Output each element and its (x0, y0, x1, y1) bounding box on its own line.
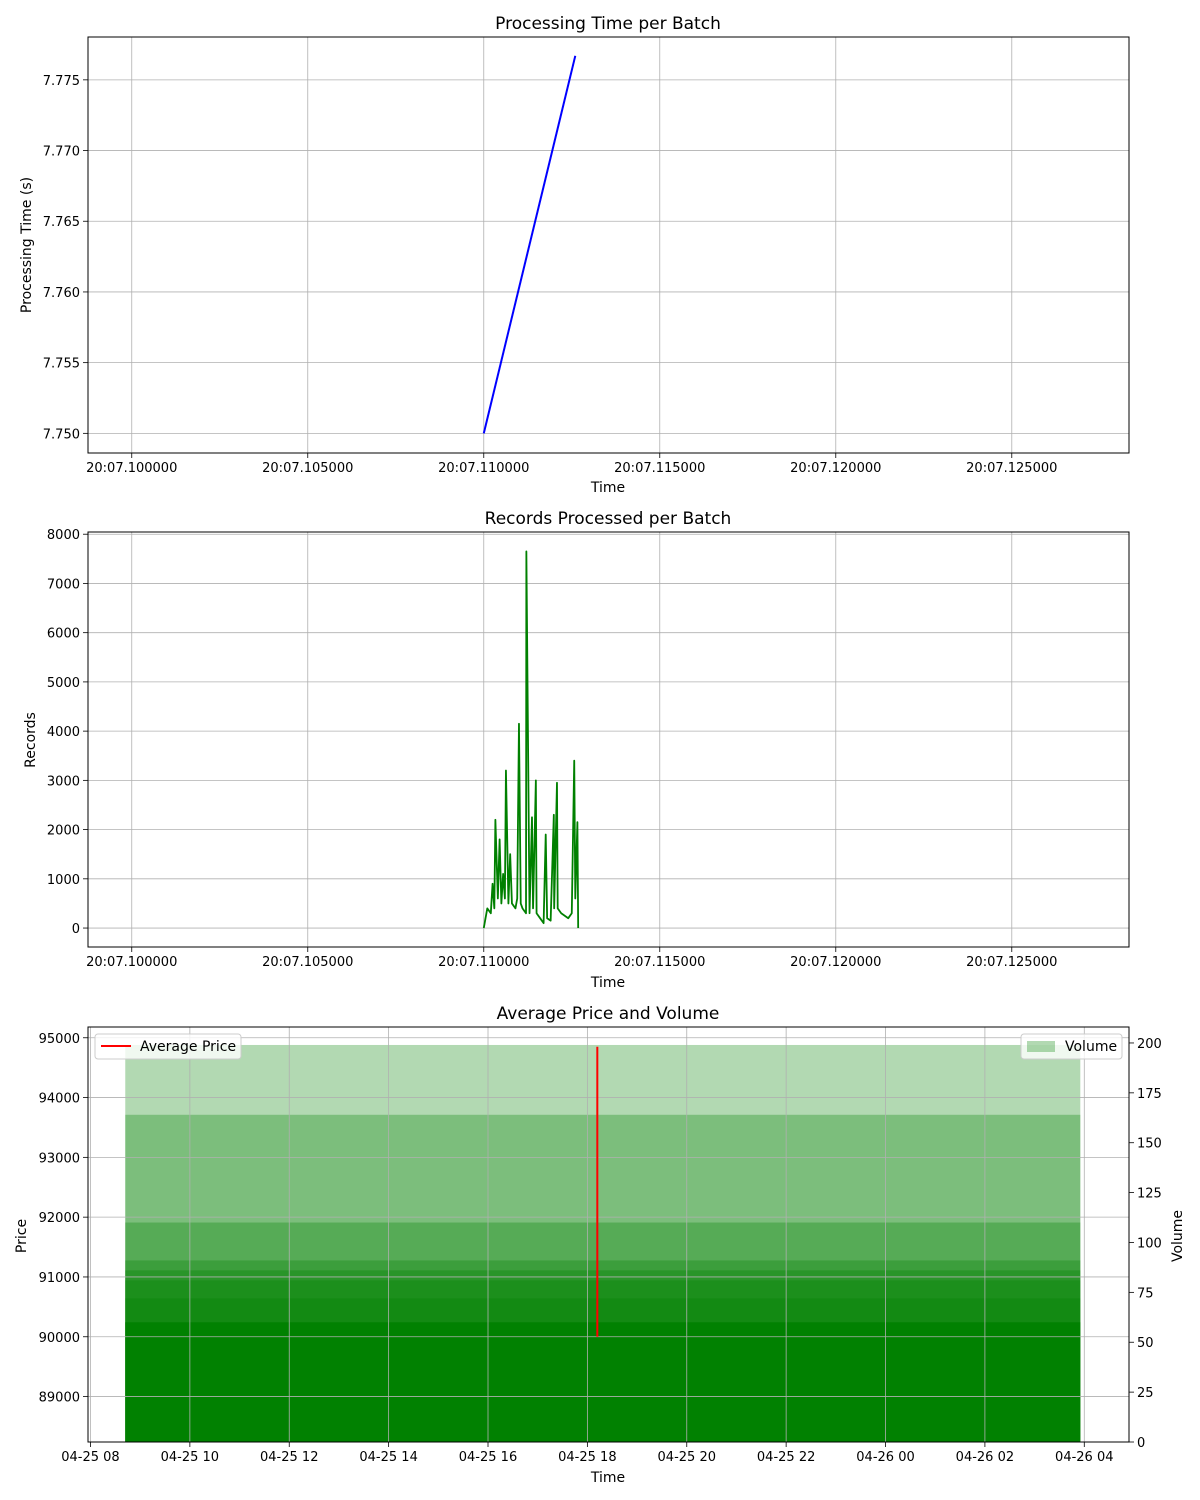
y-tick-label: 4000 (47, 725, 80, 740)
chart2-frame (87, 531, 1130, 948)
x-tick-label: 04-25 10 (161, 1450, 219, 1465)
y2-tick-label: 0 (1137, 1436, 1145, 1451)
y2-tick-label: 125 (1137, 1187, 1162, 1202)
y2-tick-label: 200 (1137, 1037, 1162, 1052)
y-tick-label: 7.760 (43, 286, 80, 301)
x-tick-label: 20:07.120000 (790, 955, 881, 970)
x-tick-label: 04-25 14 (359, 1450, 417, 1465)
x-tick-label: 20:07.110000 (438, 461, 529, 476)
x-tick-label: 04-25 12 (260, 1450, 318, 1465)
y2-tick-label: 175 (1137, 1087, 1162, 1102)
y-tick-label: 7.755 (43, 357, 80, 372)
series-line-0 (482, 550, 580, 929)
y-tick-label: 5000 (47, 676, 80, 691)
chart1-frame (87, 36, 1130, 454)
x-tick-label: 04-26 00 (856, 1450, 914, 1465)
chart2-xlabel: Time (590, 975, 625, 991)
y-tick-label: 0 (72, 922, 80, 937)
chart2-title: Records Processed per Batch (485, 509, 732, 529)
x-tick-label: 20:07.100000 (86, 461, 177, 476)
y-tick-label: 7.775 (43, 74, 80, 89)
legend-average-price: Average Price (94, 1033, 242, 1060)
y-tick-label: 6000 (47, 627, 80, 642)
legend-volume: Volume (1020, 1033, 1123, 1060)
y-tick-label: 95000 (39, 1032, 80, 1047)
volume-bar-dense (125, 1322, 1081, 1442)
x-tick-label: 20:07.115000 (614, 955, 705, 970)
x-tick-label: 04-25 22 (757, 1450, 815, 1465)
chart3-ylabel: Price (14, 1219, 30, 1253)
chart1-title: Processing Time per Batch (495, 14, 721, 34)
y2-tick-label: 50 (1137, 1336, 1154, 1351)
chart2-ylabel: Records (23, 712, 39, 768)
y-tick-label: 2000 (47, 824, 80, 839)
x-tick-label: 20:07.110000 (438, 955, 529, 970)
legend-average-price-label: Average Price (140, 1039, 236, 1055)
chart3-title: Average Price and Volume (497, 1004, 720, 1024)
y-tick-label: 8000 (47, 528, 80, 543)
y-tick-label: 94000 (39, 1092, 80, 1107)
x-tick-label: 20:07.125000 (966, 461, 1057, 476)
x-tick-label: 04-25 08 (61, 1450, 119, 1465)
x-tick-label: 20:07.105000 (262, 461, 353, 476)
processing-time-chart: Processing Time per Batch 20:07.100000 20… (19, 14, 1130, 496)
x-tick-label: 20:07.115000 (614, 461, 705, 476)
x-tick-label: 20:07.125000 (966, 955, 1057, 970)
legend-volume-label: Volume (1065, 1039, 1117, 1055)
chart3-y2label: Volume (1170, 1210, 1186, 1262)
y-tick-label: 93000 (39, 1151, 80, 1166)
y2-tick-label: 100 (1137, 1236, 1162, 1251)
y2-tick-label: 150 (1137, 1137, 1162, 1152)
y-tick-label: 89000 (39, 1391, 80, 1406)
y2-tick-label: 75 (1137, 1286, 1154, 1301)
y-tick-label: 7.770 (43, 145, 80, 160)
y-tick-label: 7.750 (43, 427, 80, 442)
x-tick-label: 20:07.120000 (790, 461, 881, 476)
y-tick-label: 91000 (39, 1271, 80, 1286)
y-tick-label: 92000 (39, 1211, 80, 1226)
x-tick-label: 04-25 16 (459, 1450, 517, 1465)
chart1-ylabel: Processing Time (s) (19, 177, 35, 313)
records-chart: Records Processed per Batch 20:07.100000… (23, 509, 1130, 991)
x-tick-label: 20:07.100000 (86, 955, 177, 970)
x-tick-label: 20:07.105000 (262, 955, 353, 970)
price-volume-chart: Average Price and Volume 04-25 08 04-25 1… (14, 1004, 1186, 1486)
x-tick-label: 04-25 18 (558, 1450, 616, 1465)
y-tick-label: 3000 (47, 774, 80, 789)
x-tick-label: 04-25 20 (658, 1450, 716, 1465)
y2-tick-label: 25 (1137, 1386, 1154, 1401)
y-tick-label: 7000 (47, 577, 80, 592)
chart3-frame (87, 1026, 1130, 1443)
y-tick-label: 1000 (47, 873, 80, 888)
chart1-xlabel: Time (590, 480, 625, 496)
chart3-xlabel: Time (590, 1470, 625, 1486)
y-tick-label: 7.765 (43, 215, 80, 230)
legend-volume-swatch (1027, 1041, 1055, 1052)
x-tick-label: 04-26 04 (1055, 1450, 1113, 1465)
x-tick-label: 04-26 02 (956, 1450, 1014, 1465)
series-line-0 (482, 55, 577, 434)
y-tick-label: 90000 (39, 1331, 80, 1346)
